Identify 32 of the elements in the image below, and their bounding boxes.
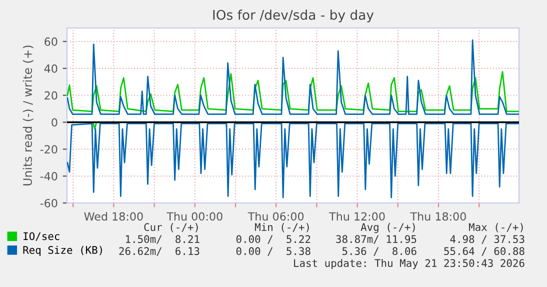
y-tick-label: -40 — [40, 172, 58, 180]
text: 38.87m/ 11.95 — [336, 235, 416, 244]
y-tick-label: -20 — [40, 145, 58, 154]
text: Avg (-/+) — [360, 222, 415, 234]
line-series — [67, 71, 519, 112]
x-tick-label: Thu 06:00 — [248, 212, 304, 221]
text: 4.98 / 37.53 — [450, 235, 524, 244]
chart-title: IOs for /dev/sda - by day — [213, 10, 374, 22]
text: Min (-/+) — [254, 222, 309, 232]
text: 0.00 / 5.38 — [236, 247, 310, 256]
y-tick-label: 40 — [44, 64, 58, 73]
x-tick-label: Wed 18:00 — [84, 212, 143, 221]
legend-label: IO/sec — [24, 232, 60, 241]
text: 5.36 / 8.06 — [342, 247, 416, 256]
line-series — [67, 39, 519, 115]
text: 1.50m/ 8.21 — [126, 235, 200, 244]
line-series — [67, 122, 519, 198]
y-tick-label: 0 — [52, 118, 58, 127]
text: Max (-/+) — [468, 223, 523, 232]
text: Last update: Thu May 21 23:50:43 2026 — [294, 258, 524, 270]
text: 0.00 / 5.22 — [236, 235, 310, 244]
text: 55.64 / 60.88 — [444, 247, 524, 256]
y-tick-label: 60 — [44, 37, 58, 46]
y-tick-label: 20 — [44, 91, 58, 100]
x-tick-label: Thu 12:00 — [329, 212, 385, 221]
y-axis-title: Units read (-) / write (+) — [22, 46, 34, 186]
text: 26.62m/ 6.13 — [119, 247, 200, 256]
legend-label: Req Size (KB) — [23, 246, 102, 256]
y-tick-label: -60 — [40, 198, 58, 208]
x-tick-label: Thu 18:00 — [410, 212, 466, 221]
x-tick-label: Thu 00:00 — [166, 212, 222, 221]
text: Cur (-/+) — [144, 223, 198, 232]
